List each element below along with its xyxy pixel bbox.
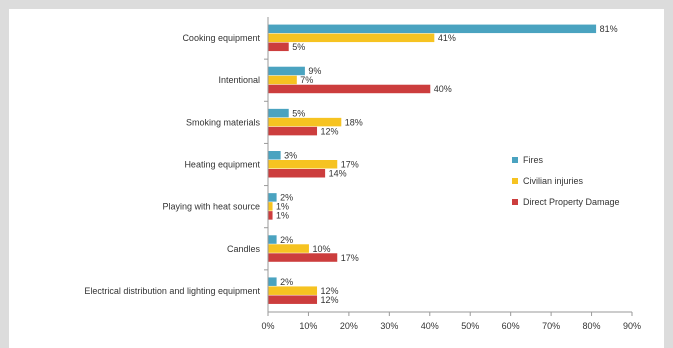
data-label-direct-property-damage-intentional: 40% <box>434 84 452 94</box>
bar-fires-intentional <box>268 66 305 76</box>
x-tick-label: 30% <box>380 321 398 331</box>
data-label-fires-candles: 2% <box>280 235 293 245</box>
bar-direct-property-damage-electrical-distribution-and-lighting-equipment <box>268 295 318 304</box>
bar-direct-property-damage-smoking-materials <box>268 126 318 136</box>
data-label-civilian-injuries-heating-equipment: 17% <box>341 160 359 170</box>
bar-civilian-injuries-electrical-distribution-and-lighting-equipment <box>268 286 318 295</box>
legend-swatch-fires <box>512 157 518 163</box>
bars-layer <box>268 24 597 304</box>
category-label-smoking-materials: Smoking materials <box>186 117 261 127</box>
bar-civilian-injuries-playing-with-heat-source <box>268 202 273 211</box>
bar-fires-electrical-distribution-and-lighting-equipment <box>268 277 277 286</box>
x-tick-label: 20% <box>340 321 358 331</box>
data-label-fires-cooking-equipment: 81% <box>600 24 618 34</box>
bar-direct-property-damage-heating-equipment <box>268 169 326 178</box>
legend-label-direct-property-damage: Direct Property Damage <box>523 197 620 207</box>
data-labels-layer: 81%41%5%9%7%40%5%18%12%3%17%14%2%1%1%2%1… <box>276 24 618 305</box>
category-label-electrical-distribution-and-lighting-equipment: Electrical distribution and lighting equ… <box>84 286 260 296</box>
data-label-fires-playing-with-heat-source: 2% <box>280 193 293 203</box>
bar-direct-property-damage-intentional <box>268 84 431 94</box>
data-label-civilian-injuries-cooking-equipment: 41% <box>438 33 456 43</box>
legend-label-civilian-injuries: Civilian injuries <box>523 176 584 186</box>
category-label-playing-with-heat-source: Playing with heat source <box>162 202 260 212</box>
bar-civilian-injuries-smoking-materials <box>268 117 342 127</box>
x-tick-label: 60% <box>502 321 520 331</box>
x-tick-label: 50% <box>461 321 479 331</box>
bar-fires-candles <box>268 235 277 244</box>
category-label-heating-equipment: Heating equipment <box>184 160 260 170</box>
legend-swatch-civilian-injuries <box>512 178 518 184</box>
x-tick-label: 90% <box>623 321 641 331</box>
data-label-direct-property-damage-candles: 17% <box>341 253 359 263</box>
category-label-candles: Candles <box>227 244 261 254</box>
bar-direct-property-damage-playing-with-heat-source <box>268 211 273 220</box>
legend-swatch-direct-property-damage <box>512 199 518 205</box>
chart-frame: 81% 41% 5% 9% 7% 40% 5% 18% 12% 3% 17% 14% 2% 1% 1% 2% 1… <box>9 9 664 348</box>
data-label-civilian-injuries-candles: 10% <box>312 244 330 254</box>
bar-direct-property-damage-candles <box>268 253 338 262</box>
x-tick-label: 80% <box>583 321 601 331</box>
bar-fires-heating-equipment <box>268 151 281 160</box>
data-label-direct-property-damage-smoking-materials: 12% <box>321 126 339 136</box>
data-label-fires-electrical-distribution-and-lighting-equipment: 2% <box>280 277 293 287</box>
legend: Fires Civilian injuries Direct Property Da… <box>512 155 620 207</box>
legend-label-fires: Fires <box>523 155 543 165</box>
bar-civilian-injuries-intentional <box>268 75 297 85</box>
x-tick-label: 70% <box>542 321 560 331</box>
data-label-fires-heating-equipment: 3% <box>284 151 297 161</box>
data-label-civilian-injuries-playing-with-heat-source: 1% <box>276 202 289 212</box>
x-tick-label: 10% <box>299 321 317 331</box>
data-label-direct-property-damage-heating-equipment: 14% <box>329 169 347 179</box>
data-label-civilian-injuries-intentional: 7% <box>300 75 313 85</box>
data-label-civilian-injuries-electrical-distribution-and-lighting-equipment: 12% <box>321 286 339 296</box>
data-label-fires-smoking-materials: 5% <box>292 108 305 118</box>
axes-layer: 0% 10% 20% 30% 40% 50% 60% 70% 80% 90% Cooking equ… <box>84 17 641 331</box>
data-label-direct-property-damage-cooking-equipment: 5% <box>292 42 305 52</box>
bar-fires-playing-with-heat-source <box>268 193 277 202</box>
bar-direct-property-damage-cooking-equipment <box>268 42 289 52</box>
category-label-cooking-equipment: Cooking equipment <box>182 33 260 43</box>
bar-civilian-injuries-candles <box>268 244 309 253</box>
bar-chart: 81%41%5%9%7%40%5%18%12%3%17%14%2%1%1%2%1… <box>84 17 641 331</box>
bar-fires-cooking-equipment <box>268 24 597 34</box>
category-label-intentional: Intentional <box>218 75 260 85</box>
bar-civilian-injuries-heating-equipment <box>268 160 338 169</box>
data-label-direct-property-damage-electrical-distribution-and-lighting-equipment: 12% <box>321 295 339 305</box>
x-tick-label: 40% <box>421 321 439 331</box>
x-tick-label: 0% <box>261 321 274 331</box>
bar-fires-smoking-materials <box>268 108 289 118</box>
bar-civilian-injuries-cooking-equipment <box>268 33 435 43</box>
data-label-civilian-injuries-smoking-materials: 18% <box>345 117 363 127</box>
data-label-fires-intentional: 9% <box>308 66 321 76</box>
data-label-direct-property-damage-playing-with-heat-source: 1% <box>276 211 289 221</box>
